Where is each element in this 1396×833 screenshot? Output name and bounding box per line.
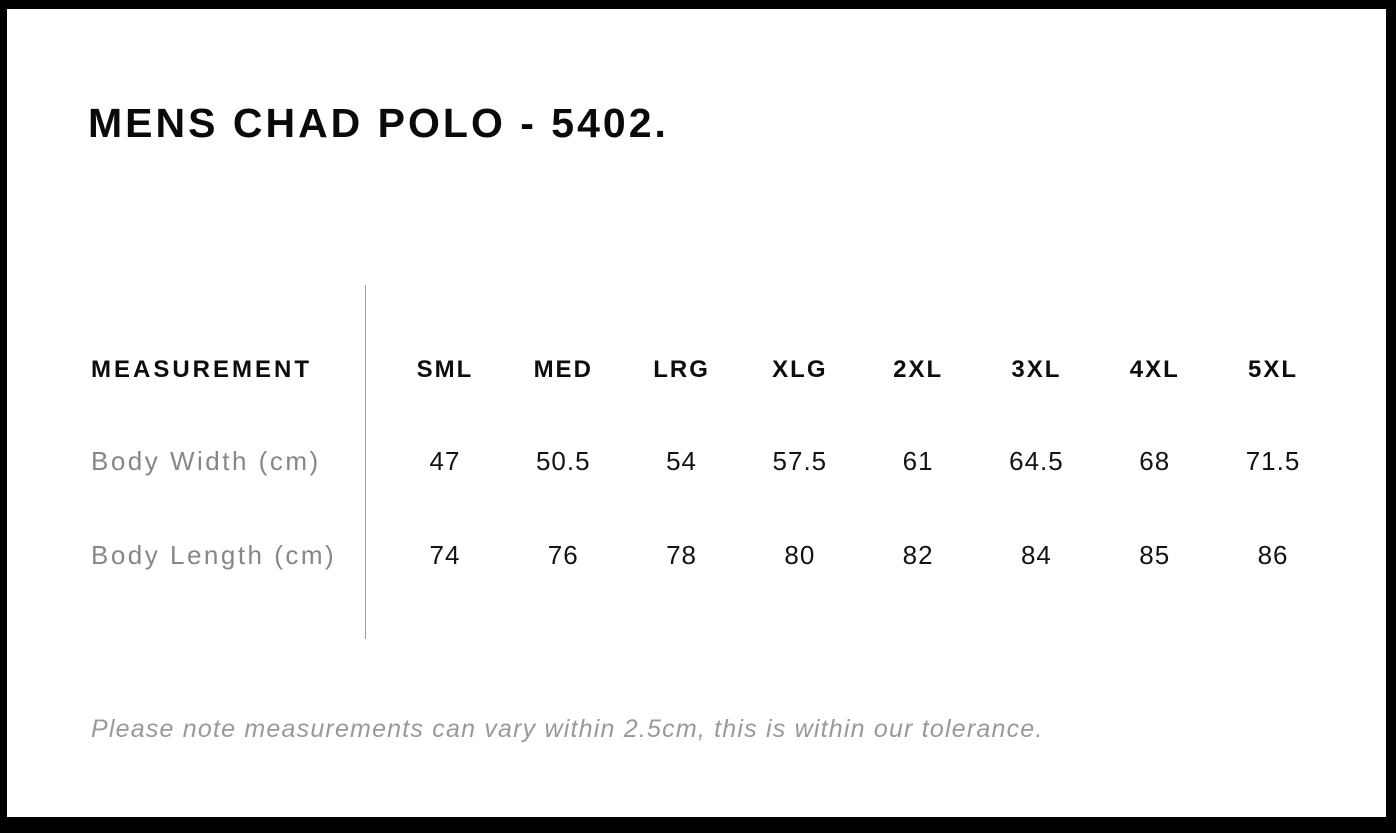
table-divider-line [365,285,366,639]
body-width-value-sml: 47 [429,445,461,476]
size-column-header-4xl: 4XL [1129,356,1180,383]
body-length-value-5xl: 86 [1257,539,1289,570]
body-length-value-sml: 74 [429,539,461,570]
body-width-value-3xl: 64.5 [1009,445,1064,476]
size-column-header-5xl: 5XL [1248,356,1299,383]
size-column-header-sml: SML [416,356,474,383]
product-title: MENS CHAD POLO - 5402. [88,100,669,146]
table-row-body-width: Body Width (cm) 47 50.5 54 57.5 61 64.5 … [91,440,1333,482]
body-length-value-lrg: 78 [666,539,697,570]
row-label-body-width: Body Width (cm) [91,445,321,476]
body-width-value-5xl: 71.5 [1245,445,1301,476]
measurement-column-header: MEASUREMENT [91,356,313,383]
size-column-header-med: MED [533,356,593,383]
body-width-value-med: 50.5 [535,445,591,476]
size-table-header-row: MEASUREMENT SML MED LRG XLG 2XL 3XL 4XL … [91,349,1333,391]
table-row-body-length: Body Length (cm) 74 76 78 80 82 84 85 86 [91,534,1333,576]
size-column-header-3xl: 3XL [1011,356,1062,383]
body-width-value-xlg: 57.5 [772,445,828,476]
size-column-header-xlg: XLG [772,356,828,383]
body-length-value-4xl: 85 [1139,539,1171,570]
size-column-header-2xl: 2XL [893,356,944,383]
tolerance-note: Please note measurements can vary within… [91,715,1044,743]
body-length-value-3xl: 84 [1020,539,1052,570]
body-width-value-lrg: 54 [666,445,697,476]
body-width-value-4xl: 68 [1139,445,1171,476]
body-length-value-2xl: 82 [902,539,934,570]
row-label-body-length: Body Length (cm) [91,539,337,570]
size-column-header-lrg: LRG [653,356,710,383]
body-length-value-med: 76 [547,539,579,570]
body-width-value-2xl: 61 [902,445,934,476]
size-guide-page: MENS CHAD POLO - 5402. MEASUREMENT SML M… [7,9,1386,817]
body-length-value-xlg: 80 [784,539,816,570]
